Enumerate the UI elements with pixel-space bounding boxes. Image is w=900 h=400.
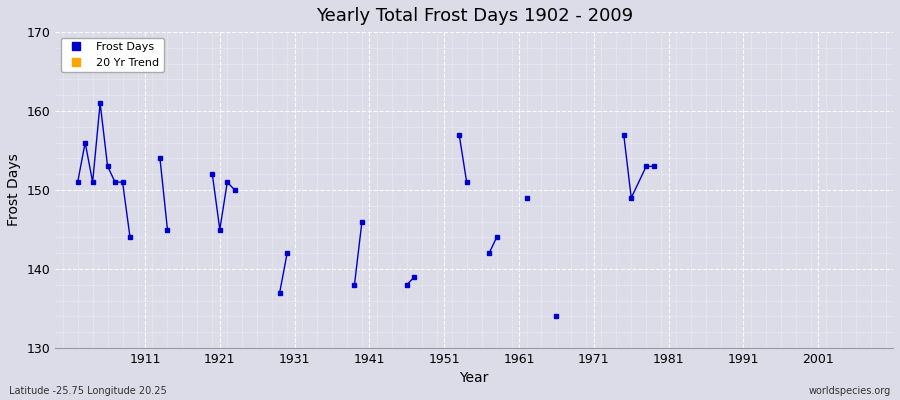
Title: Yearly Total Frost Days 1902 - 2009: Yearly Total Frost Days 1902 - 2009 <box>316 7 633 25</box>
Text: worldspecies.org: worldspecies.org <box>809 386 891 396</box>
Y-axis label: Frost Days: Frost Days <box>7 154 21 226</box>
Legend: Frost Days, 20 Yr Trend: Frost Days, 20 Yr Trend <box>61 38 164 72</box>
Text: Latitude -25.75 Longitude 20.25: Latitude -25.75 Longitude 20.25 <box>9 386 166 396</box>
X-axis label: Year: Year <box>460 372 489 386</box>
